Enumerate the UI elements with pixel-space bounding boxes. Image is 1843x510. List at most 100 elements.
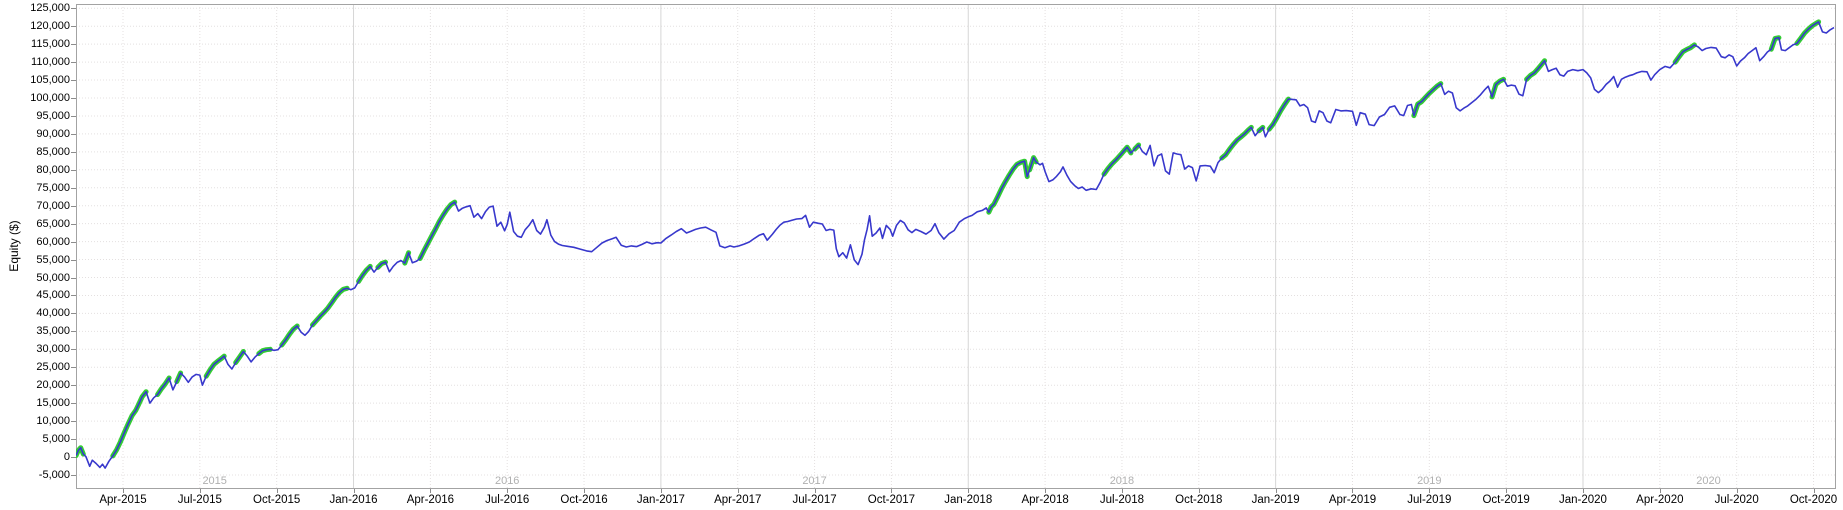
x-tick-mark — [1352, 489, 1354, 493]
x-tick-mark — [1813, 489, 1815, 493]
x-tick-mark — [1198, 489, 1200, 493]
y-tick-label: 95,000 — [36, 109, 70, 122]
y-tick-mark — [71, 457, 76, 458]
y-tick-label: 85,000 — [36, 145, 70, 158]
x-tick-mark — [660, 489, 662, 493]
y-tick-label: 45,000 — [36, 289, 70, 302]
y-tick-label: 0 — [63, 451, 70, 463]
x-tick-mark — [123, 489, 124, 493]
y-tick-mark — [71, 474, 76, 476]
y-tick-mark — [71, 62, 76, 64]
plot-border — [76, 4, 1836, 489]
y-tick-mark — [71, 421, 76, 423]
y-tick-mark — [71, 277, 76, 279]
x-tick-mark — [1506, 489, 1508, 493]
y-tick-label: 50,000 — [36, 271, 70, 284]
x-tick-mark — [1045, 489, 1047, 493]
x-tick-mark — [1121, 489, 1123, 493]
y-tick-label: -5,000 — [38, 468, 70, 481]
new-high-highlight — [1411, 81, 1444, 119]
x-tick-mark — [737, 489, 739, 493]
x-tick-label: Oct-2015 — [253, 494, 301, 506]
y-tick-label: 100,000 — [30, 92, 70, 104]
y-tick-mark — [71, 8, 76, 10]
x-tick-label: Oct-2020 — [1789, 494, 1838, 506]
x-tick-mark — [1659, 489, 1661, 493]
y-tick-label: 65,000 — [36, 217, 70, 230]
y-tick-mark — [71, 349, 76, 351]
y-tick-mark — [71, 295, 76, 297]
y-tick-label: 115,000 — [31, 38, 70, 51]
x-tick-mark — [1736, 489, 1738, 493]
y-tick-label: 75,000 — [36, 181, 70, 194]
y-tick-mark — [71, 331, 76, 333]
y-tick-mark — [71, 223, 76, 225]
y-tick-label: 125,000 — [30, 2, 70, 15]
x-tick-mark — [891, 489, 893, 493]
y-tick-mark — [71, 259, 76, 261]
new-high-highlight — [417, 199, 458, 261]
x-tick-mark — [1275, 489, 1277, 493]
y-tick-mark — [71, 133, 76, 135]
x-tick-mark — [1582, 489, 1584, 493]
x-tick-mark — [1429, 489, 1431, 493]
y-tick-label: 90,000 — [36, 127, 70, 140]
x-tick-label: Jan-2017 — [636, 494, 685, 506]
x-tick-label: Apr-2016 — [406, 494, 455, 506]
x-tick-label: Apr-2019 — [1328, 494, 1377, 506]
y-tick-label: 105,000 — [30, 74, 70, 87]
x-tick-label: Oct-2016 — [560, 494, 608, 506]
x-tick-label: Oct-2019 — [1482, 494, 1530, 506]
y-tick-label: 25,000 — [36, 361, 70, 374]
x-tick-label: Jan-2018 — [944, 494, 993, 506]
x-tick-label: Apr-2018 — [1021, 494, 1069, 506]
x-tick-mark — [584, 489, 586, 493]
x-tick-label: Apr-2017 — [714, 494, 762, 506]
year-label: 2019 — [1417, 475, 1442, 487]
x-tick-label: Jan-2016 — [329, 494, 378, 506]
y-tick-mark — [71, 26, 76, 28]
y-tick-label: 20,000 — [36, 379, 70, 392]
y-tick-label: 5,000 — [42, 433, 70, 446]
y-tick-mark — [71, 80, 76, 82]
year-label: 2016 — [494, 475, 520, 487]
x-tick-label: Jul-2017 — [792, 494, 837, 506]
year-label: 2018 — [1109, 475, 1135, 487]
y-tick-mark — [71, 205, 76, 207]
y-tick-mark — [71, 98, 76, 99]
y-tick-label: 40,000 — [36, 307, 70, 320]
y-tick-label: 60,000 — [36, 235, 70, 248]
x-tick-mark — [430, 489, 432, 493]
y-tick-mark — [71, 115, 76, 117]
x-tick-mark — [276, 489, 278, 493]
x-tick-label: Oct-2018 — [1175, 494, 1223, 506]
x-tick-mark — [814, 489, 816, 493]
x-tick-label: Jul-2018 — [1099, 494, 1144, 506]
x-tick-label: Jul-2019 — [1407, 494, 1452, 506]
chart-canvas[interactable] — [76, 4, 1836, 489]
y-tick-label: 80,000 — [36, 163, 70, 176]
x-tick-label: Apr-2020 — [1636, 494, 1684, 506]
year-label: 2015 — [202, 475, 227, 487]
y-tick-label: 35,000 — [36, 325, 70, 338]
equity-line — [76, 21, 1835, 469]
x-tick-label: Jul-2015 — [177, 494, 222, 506]
y-tick-mark — [71, 151, 76, 153]
y-tick-mark — [71, 385, 76, 387]
y-tick-mark — [71, 187, 76, 189]
x-tick-mark — [199, 489, 201, 493]
x-tick-mark — [968, 489, 970, 493]
year-label: 2017 — [802, 475, 827, 487]
y-tick-mark — [71, 403, 76, 405]
y-tick-mark — [71, 44, 76, 46]
y-tick-mark — [71, 439, 76, 441]
x-tick-label: Jan-2019 — [1251, 494, 1300, 506]
y-tick-label: 30,000 — [36, 343, 70, 356]
x-tick-label: Jul-2020 — [1714, 494, 1759, 506]
x-tick-label: Apr-2015 — [99, 494, 147, 506]
y-tick-mark — [71, 169, 76, 171]
y-tick-mark — [71, 313, 76, 315]
y-tick-label: 15,000 — [36, 397, 70, 410]
y-tick-label: 120,000 — [30, 20, 70, 33]
plot-area[interactable] — [76, 4, 1836, 489]
